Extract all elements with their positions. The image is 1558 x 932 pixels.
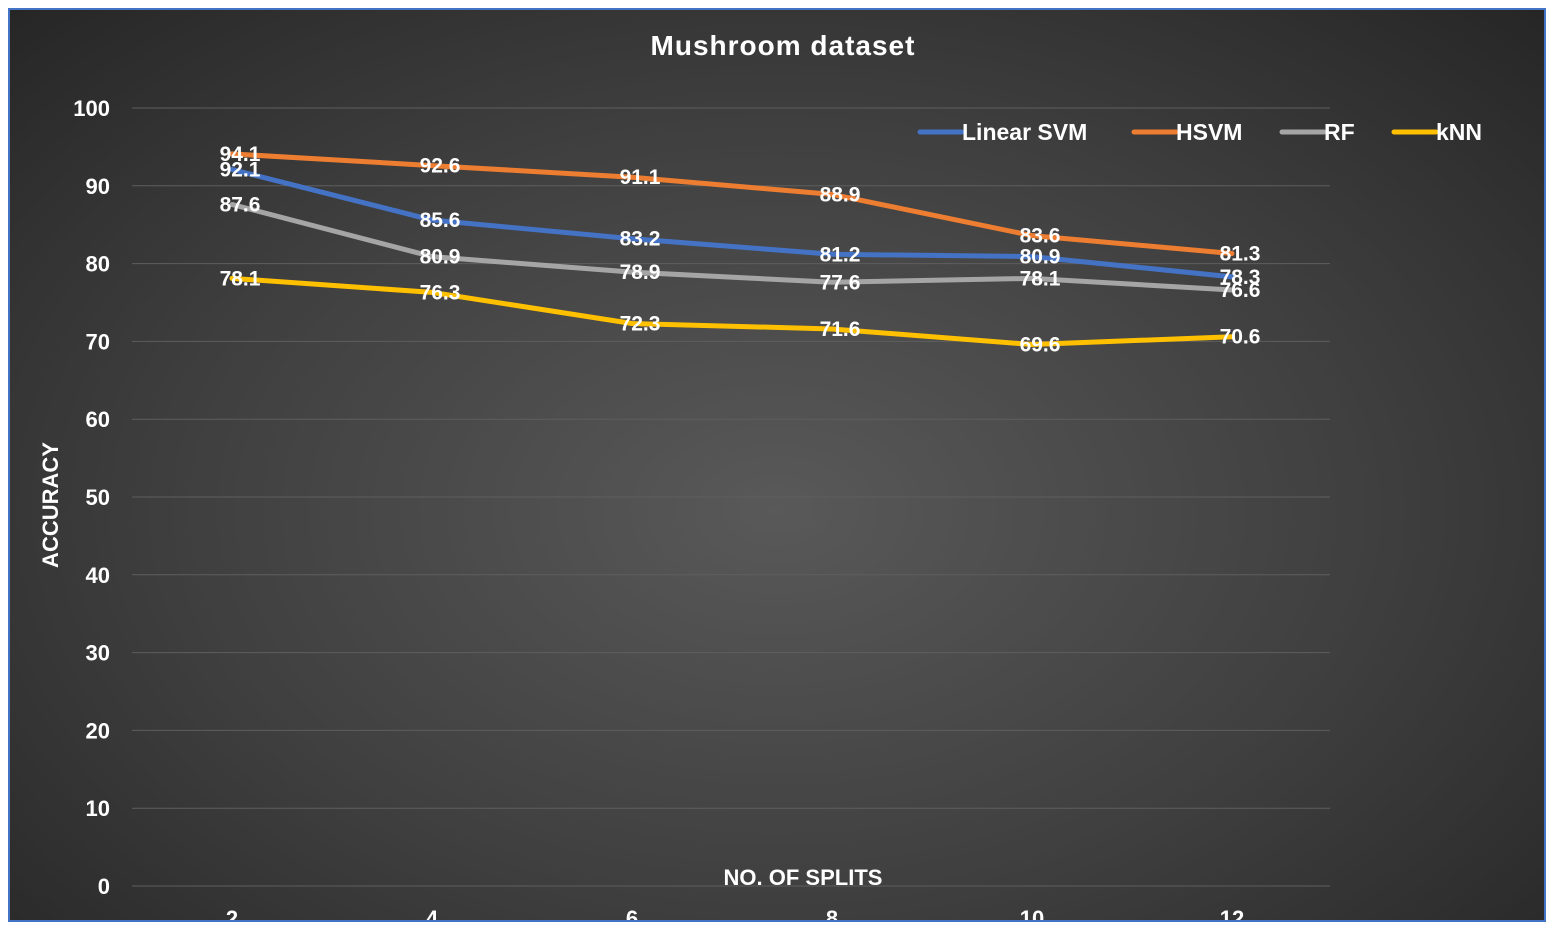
data-label: 85.6 xyxy=(420,209,461,232)
series-line-knn xyxy=(229,275,1235,348)
y-tick-label: 50 xyxy=(86,485,110,510)
data-label: 83.6 xyxy=(1020,225,1061,248)
data-label: 76.3 xyxy=(420,281,461,304)
y-axis-ticks: 0 10 20 30 40 50 60 70 80 90 100 xyxy=(73,96,110,899)
data-label: 78.1 xyxy=(220,267,261,290)
x-tick-label: 8 xyxy=(826,906,838,922)
data-label: 69.6 xyxy=(1020,334,1061,357)
data-label: 94.1 xyxy=(220,143,261,166)
y-tick-label: 70 xyxy=(86,329,110,354)
legend-label: kNN xyxy=(1436,119,1482,145)
x-tick-label: 12 xyxy=(1220,906,1244,922)
data-label: 92.1 xyxy=(220,158,261,181)
y-tick-label: 100 xyxy=(73,96,110,121)
series-line-rf xyxy=(229,201,1235,293)
legend: Linear SVM HSVM RF kNN xyxy=(917,119,1482,145)
data-label: 91.1 xyxy=(620,166,661,189)
series-lines xyxy=(229,151,1235,348)
data-label: 70.6 xyxy=(1220,326,1261,349)
y-tick-label: 0 xyxy=(98,874,110,899)
data-label: 76.6 xyxy=(1220,279,1261,302)
y-tick-label: 60 xyxy=(86,407,110,432)
legend-label: RF xyxy=(1324,119,1355,145)
data-label: 81.3 xyxy=(1220,242,1261,265)
series-line-hsvm xyxy=(229,151,1235,256)
y-tick-label: 20 xyxy=(86,718,110,743)
x-axis-ticks: 2 4 6 8 10 12 xyxy=(226,906,1244,922)
legend-label: Linear SVM xyxy=(962,119,1087,145)
data-label: 77.6 xyxy=(820,271,861,294)
x-tick-label: 10 xyxy=(1020,906,1044,922)
data-label: 71.6 xyxy=(820,318,861,341)
x-tick-label: 4 xyxy=(426,906,439,922)
y-tick-label: 40 xyxy=(86,563,110,588)
data-label: 88.9 xyxy=(820,183,861,206)
x-axis-title: NO. OF SPLITS xyxy=(724,865,883,890)
data-labels: 92.1 85.6 83.2 81.2 80.9 78.3 94.1 92.6 91.1 88.9… xyxy=(220,143,1261,357)
series-line-linear-svm xyxy=(229,166,1235,280)
x-tick-label: 6 xyxy=(626,906,638,922)
data-label: 78.9 xyxy=(620,261,661,284)
y-tick-label: 80 xyxy=(86,252,110,277)
chart-frame: 0 10 20 30 40 50 60 70 80 90 100 2 4 6 8 10 12 92.1 85.6… xyxy=(8,8,1546,922)
data-label: 80.9 xyxy=(420,246,461,269)
data-label: 78.3 xyxy=(1220,266,1261,289)
legend-label: HSVM xyxy=(1176,119,1242,145)
data-label: 87.6 xyxy=(220,193,261,216)
y-tick-label: 90 xyxy=(86,174,110,199)
data-label: 83.2 xyxy=(620,228,661,251)
data-label: 92.6 xyxy=(420,155,461,178)
data-label: 81.2 xyxy=(820,243,861,266)
data-label: 72.3 xyxy=(620,313,661,336)
data-label: 78.1 xyxy=(1020,267,1061,290)
data-label: 80.9 xyxy=(1020,246,1061,269)
gridlines xyxy=(132,107,1330,887)
y-axis-title: ACCURACY xyxy=(38,442,63,568)
x-tick-label: 2 xyxy=(226,906,238,922)
y-tick-label: 10 xyxy=(86,796,110,821)
y-tick-label: 30 xyxy=(86,641,110,666)
chart-title: Mushroom dataset xyxy=(651,30,916,61)
line-chart: 0 10 20 30 40 50 60 70 80 90 100 2 4 6 8 10 12 92.1 85.6… xyxy=(38,30,1482,922)
